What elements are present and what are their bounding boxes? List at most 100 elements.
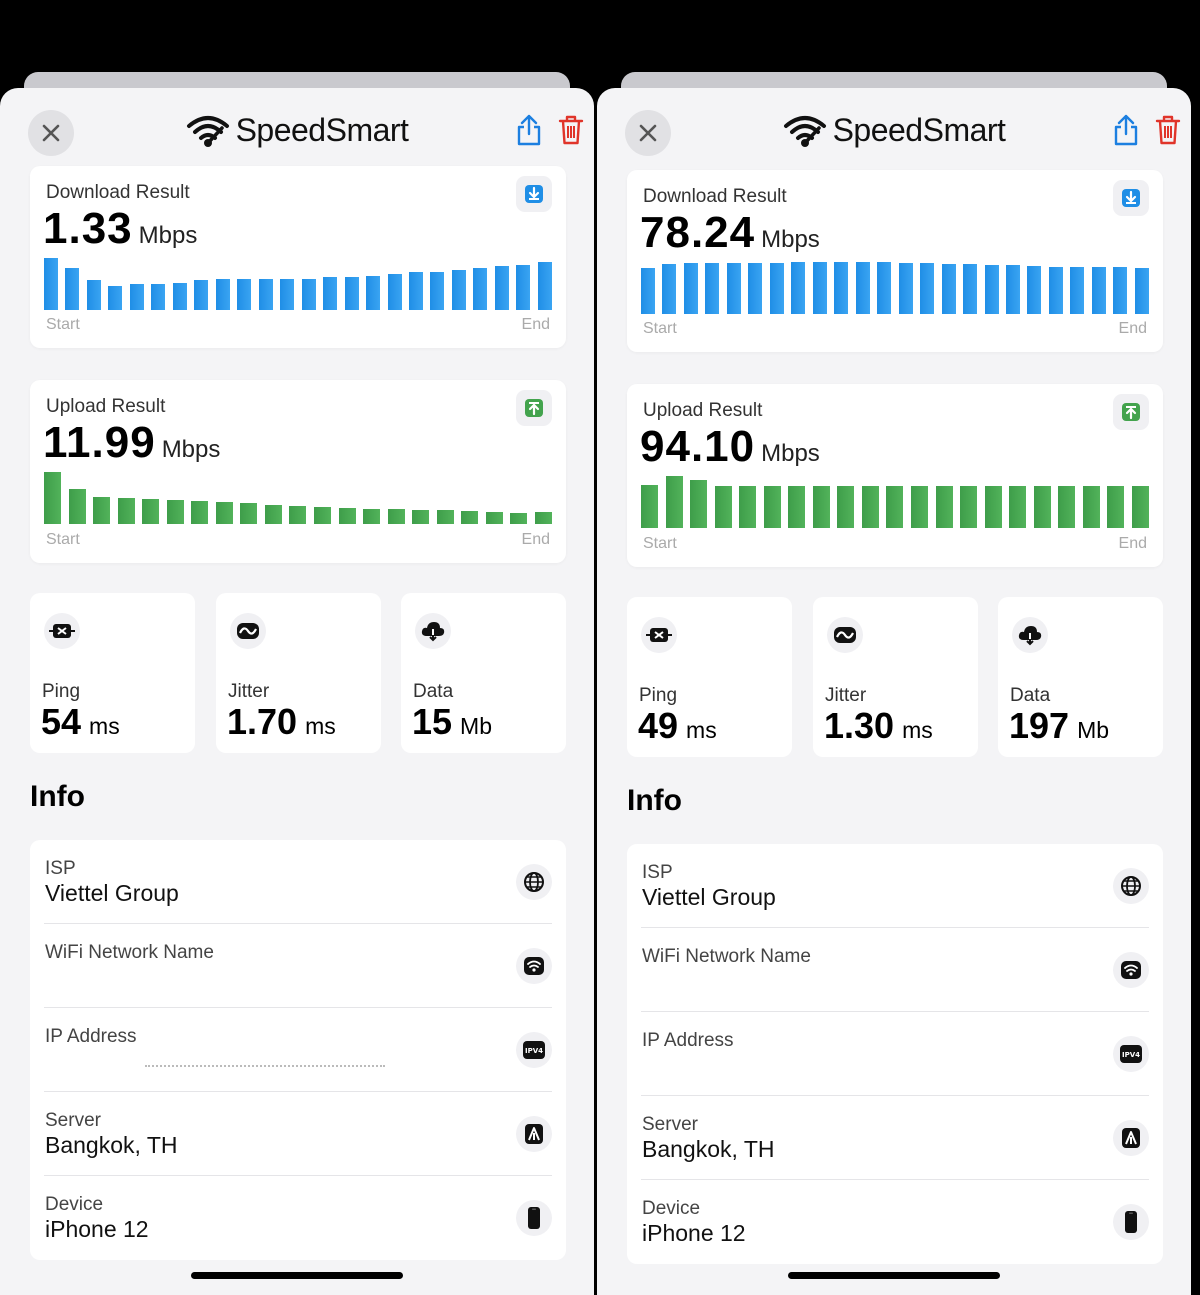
chart-bar bbox=[791, 262, 806, 314]
data-card: Data 15 Mb bbox=[401, 593, 566, 753]
download-axis-end: End bbox=[521, 316, 550, 333]
info-row-device: Device iPhone 12 bbox=[627, 1180, 1163, 1264]
isp-badge bbox=[1113, 868, 1149, 904]
upload-axis-end: End bbox=[521, 531, 550, 548]
chart-bar bbox=[485, 512, 503, 524]
jitter-value: 1.70 ms bbox=[227, 701, 336, 743]
close-button[interactable] bbox=[28, 110, 74, 156]
ping-label: Ping bbox=[639, 685, 678, 706]
ping-unit: ms bbox=[686, 717, 717, 743]
chart-bar bbox=[662, 264, 677, 314]
chart-bar bbox=[473, 268, 488, 310]
ping-value: 54 ms bbox=[41, 701, 120, 743]
divider bbox=[44, 1175, 552, 1176]
upload-number: 94.10 bbox=[640, 422, 756, 471]
divider bbox=[44, 1007, 552, 1008]
device-value: iPhone 12 bbox=[45, 1216, 149, 1242]
chart-bar bbox=[1005, 265, 1020, 314]
chart-bar bbox=[323, 277, 338, 310]
home-indicator bbox=[191, 1272, 403, 1279]
chart-bar bbox=[215, 502, 233, 524]
upload-chart bbox=[641, 476, 1149, 528]
upload-axis-start: Start bbox=[643, 535, 677, 552]
download-chart bbox=[44, 258, 552, 310]
chart-bar bbox=[510, 513, 528, 524]
chart-bar bbox=[108, 286, 123, 310]
chart-bar bbox=[812, 262, 827, 314]
data-number: 15 bbox=[412, 701, 453, 742]
chart-bar bbox=[366, 276, 381, 310]
upload-label: Upload Result bbox=[46, 396, 166, 417]
chart-bar bbox=[191, 501, 209, 524]
redacted-ip bbox=[145, 1065, 385, 1067]
isp-value: Viettel Group bbox=[45, 880, 179, 906]
download-label: Download Result bbox=[46, 182, 190, 203]
upload-badge bbox=[1113, 394, 1149, 430]
device-value: iPhone 12 bbox=[642, 1220, 746, 1246]
chart-bar bbox=[117, 498, 135, 524]
upload-icon bbox=[525, 399, 543, 417]
divider bbox=[641, 1011, 1149, 1012]
download-badge bbox=[516, 176, 552, 212]
chart-bar bbox=[1048, 267, 1063, 314]
chart-bar bbox=[763, 486, 781, 528]
isp-badge bbox=[516, 864, 552, 900]
chart-bar bbox=[534, 512, 552, 524]
ip-label: IP Address bbox=[45, 1026, 137, 1047]
phone-icon bbox=[528, 1207, 540, 1229]
chart-bar bbox=[194, 280, 209, 310]
chart-bar bbox=[387, 509, 405, 524]
chart-bar bbox=[65, 268, 80, 310]
chart-bar bbox=[44, 258, 58, 310]
download-card: Download Result 1.33 Mbps Start End bbox=[30, 166, 566, 348]
wifi-badge bbox=[1113, 952, 1149, 988]
chart-bar bbox=[911, 486, 929, 528]
chart-bar bbox=[344, 277, 359, 310]
jitter-value: 1.30 ms bbox=[824, 705, 933, 747]
data-number: 197 bbox=[1009, 705, 1070, 746]
result-panel-1: SpeedSmart Download Result 1.33 Mbps Star… bbox=[0, 0, 594, 1295]
share-button[interactable] bbox=[516, 114, 542, 151]
brand-name: SpeedSmart bbox=[832, 112, 1006, 148]
jitter-label: Jitter bbox=[228, 681, 270, 702]
ipv4-icon: IPV4 bbox=[1120, 1045, 1142, 1063]
chart-bar bbox=[963, 264, 978, 314]
delete-button[interactable] bbox=[558, 114, 584, 151]
info-row-isp: ISP Viettel Group bbox=[627, 844, 1163, 928]
chart-bar bbox=[665, 476, 683, 528]
download-unit: Mbps bbox=[138, 222, 198, 249]
chart-bar bbox=[142, 499, 160, 524]
close-button[interactable] bbox=[625, 110, 671, 156]
upload-number: 11.99 bbox=[43, 418, 156, 467]
chart-bar bbox=[1058, 486, 1076, 528]
upload-badge bbox=[516, 390, 552, 426]
chart-bar bbox=[1131, 486, 1149, 528]
chart-bar bbox=[461, 511, 479, 524]
share-button[interactable] bbox=[1113, 114, 1139, 151]
brand: SpeedSmart bbox=[0, 112, 594, 149]
data-badge bbox=[415, 613, 451, 649]
upload-icon bbox=[1122, 403, 1140, 421]
chart-bar bbox=[264, 505, 282, 524]
divider bbox=[641, 927, 1149, 928]
download-unit: Mbps bbox=[761, 226, 820, 253]
upload-chart bbox=[44, 472, 552, 524]
server-value: Bangkok, TH bbox=[642, 1136, 775, 1162]
ping-value: 49 ms bbox=[638, 705, 717, 747]
data-unit: Mb bbox=[1077, 717, 1110, 743]
info-card: ISP Viettel Group WiFi Network Name IP A… bbox=[627, 844, 1163, 1264]
chart-bar bbox=[240, 503, 258, 524]
chart-bar bbox=[855, 262, 870, 314]
chart-bar bbox=[280, 279, 295, 310]
chart-bar bbox=[1091, 267, 1106, 314]
info-row-ip: IP Address IPV4 bbox=[627, 1012, 1163, 1096]
data-value: 15 Mb bbox=[412, 701, 492, 743]
isp-label: ISP bbox=[45, 858, 76, 879]
delete-button[interactable] bbox=[1155, 114, 1181, 151]
ip-badge: IPV4 bbox=[516, 1032, 552, 1068]
ping-card: Ping 54 ms bbox=[30, 593, 195, 753]
chart-bar bbox=[387, 274, 402, 310]
ip-label: IP Address bbox=[642, 1030, 734, 1051]
jitter-number: 1.30 bbox=[824, 705, 895, 746]
data-label: Data bbox=[1010, 685, 1051, 706]
